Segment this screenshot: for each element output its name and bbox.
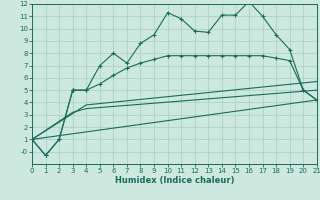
X-axis label: Humidex (Indice chaleur): Humidex (Indice chaleur): [115, 176, 234, 185]
